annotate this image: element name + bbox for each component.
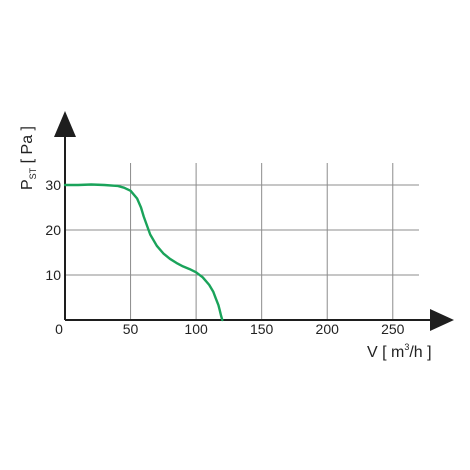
grid-lines <box>65 163 419 320</box>
x-tick-label: 0 <box>55 321 63 337</box>
y-tick-label: 30 <box>45 177 61 193</box>
x-tick-label: 100 <box>184 321 208 337</box>
y-axis-arrow <box>54 111 76 137</box>
x-axis-title-sup: 3 <box>404 342 409 352</box>
series-layer <box>63 183 224 322</box>
y-axis-title-suffix: [ Pa ] <box>19 126 36 168</box>
x-tick-label: 200 <box>316 321 340 337</box>
y-axis-title: PST [ Pa ] <box>19 126 38 190</box>
y-axis-title-sub: ST <box>28 167 38 179</box>
x-tick-label: 50 <box>123 321 139 337</box>
x-tick-labels: 0 50 100 150 200 250 <box>55 321 405 337</box>
x-axis-title-prefix: V [ m <box>367 344 404 361</box>
x-axis-title-suffix: /h ] <box>409 344 431 361</box>
y-tick-label: 10 <box>45 267 61 283</box>
x-axis-arrow <box>430 309 454 331</box>
y-axis-title-main: P <box>19 179 36 190</box>
x-tick-label: 150 <box>250 321 274 337</box>
x-tick-label: 250 <box>381 321 405 337</box>
x-axis-title: V [ m3/h ] <box>367 342 432 361</box>
y-tick-label: 20 <box>45 222 61 238</box>
series-line <box>63 183 224 322</box>
axes <box>54 111 454 331</box>
y-tick-labels: 10 20 30 <box>45 177 61 283</box>
